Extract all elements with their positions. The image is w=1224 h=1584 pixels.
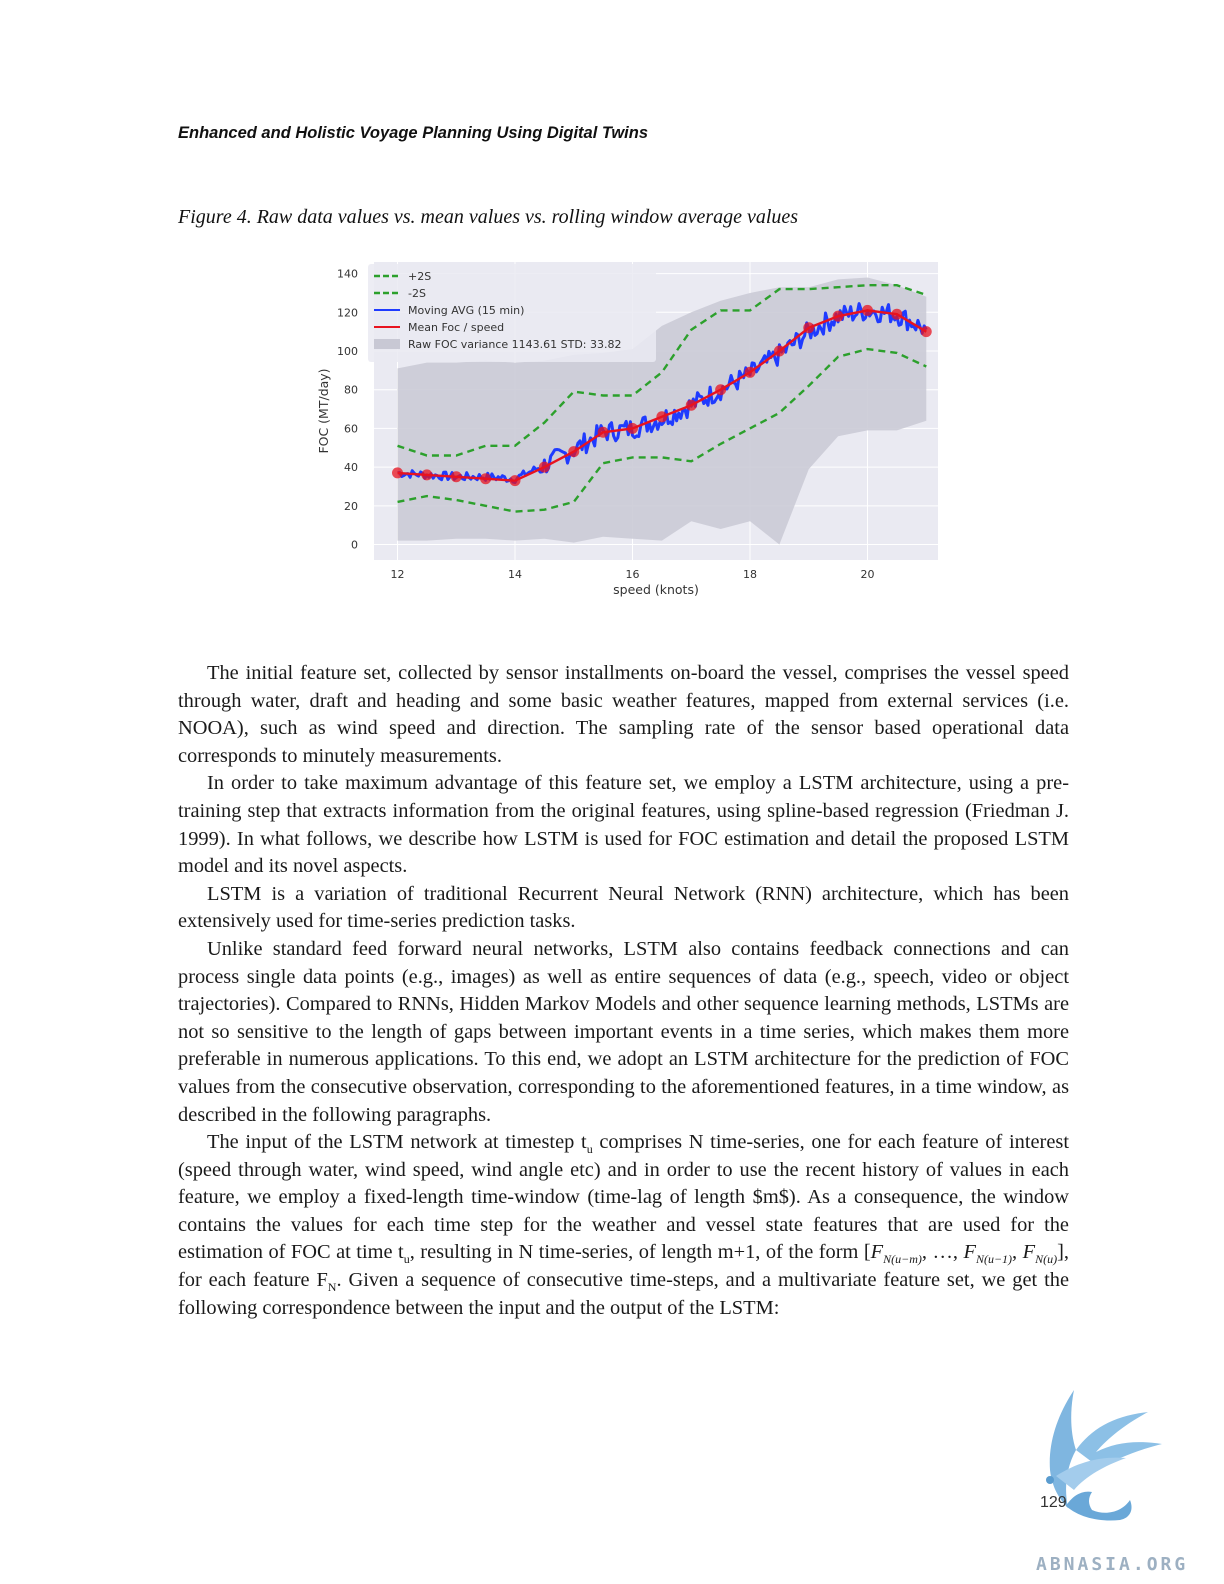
mean-point xyxy=(627,422,638,434)
legend-label: Raw FOC variance 1143.61 STD: 33.82 xyxy=(408,338,622,351)
mean-point xyxy=(773,345,785,357)
mean-point xyxy=(862,304,873,316)
mean-point xyxy=(480,473,492,485)
plus-2s-line xyxy=(397,284,927,457)
y-tick-label: 120 xyxy=(337,306,358,319)
mean-point xyxy=(891,308,903,320)
y-tick-label: 0 xyxy=(351,539,358,552)
running-header: Enhanced and Holistic Voyage Planning Us… xyxy=(178,124,649,142)
mean-point xyxy=(803,322,815,334)
legend-label: Mean Foc / speed xyxy=(408,321,504,334)
mean-point xyxy=(509,475,521,487)
x-axis-label: speed (knots) xyxy=(613,582,699,597)
paragraph: The input of the LSTM network at timeste… xyxy=(178,1131,1069,1319)
mean-point xyxy=(538,461,550,473)
mean-point xyxy=(685,399,697,411)
paragraph: LSTM is a variation of traditional Recur… xyxy=(178,882,1069,933)
mean-point xyxy=(920,326,932,338)
x-tick-label: 20 xyxy=(861,568,875,581)
page-number: 129 xyxy=(1040,1494,1067,1511)
y-tick-label: 60 xyxy=(344,422,358,435)
watermark: ABNASIA.ORG xyxy=(1036,1554,1189,1575)
legend-swatch xyxy=(374,339,400,349)
mean-point xyxy=(450,471,462,483)
mean-point xyxy=(421,469,433,481)
mean-point xyxy=(656,411,668,423)
y-axis-label: FOC (MT/day) xyxy=(316,368,331,453)
figure-chart: 12 14 16 18 20 0 20 40 60 80 100 120 140 speed (knot… xyxy=(302,256,942,601)
minus-2s-line xyxy=(397,347,927,513)
x-tick-label: 16 xyxy=(626,568,640,581)
paragraph: In order to take maximum advantage of th… xyxy=(178,772,1069,878)
legend-label: Moving AVG (15 min) xyxy=(408,304,524,317)
x-tick-label: 18 xyxy=(743,568,757,581)
mean-point xyxy=(597,426,609,438)
y-tick-label: 100 xyxy=(337,345,358,358)
mean-point xyxy=(744,366,756,378)
x-tick-label: 12 xyxy=(391,568,405,581)
legend-label: -2S xyxy=(408,287,426,300)
mean-point xyxy=(568,446,580,458)
paragraph: The initial feature set, collected by se… xyxy=(178,662,1069,767)
publisher-logo-bird-icon xyxy=(1030,1384,1170,1524)
y-tick-label: 80 xyxy=(344,384,358,397)
paragraph: Unlike standard feed forward neural netw… xyxy=(178,937,1069,1126)
mean-point xyxy=(392,467,403,479)
mean-point xyxy=(715,384,727,396)
body-text: The initial feature set, collected by se… xyxy=(178,660,1069,1322)
legend-label: +2S xyxy=(408,270,431,283)
legend-box xyxy=(368,264,656,362)
x-tick-label: 14 xyxy=(508,568,522,581)
y-tick-label: 20 xyxy=(344,500,358,513)
legend: +2S -2S Moving AVG (15 min) Mean Foc / spee… xyxy=(368,264,656,362)
figure-caption: Figure 4. Raw data values vs. mean value… xyxy=(178,206,799,228)
mean-point xyxy=(832,310,844,322)
foc-speed-chart: 12 14 16 18 20 0 20 40 60 80 100 120 140 speed (knot… xyxy=(302,256,942,601)
y-tick-label: 140 xyxy=(337,268,358,281)
y-tick-label: 40 xyxy=(344,461,358,474)
